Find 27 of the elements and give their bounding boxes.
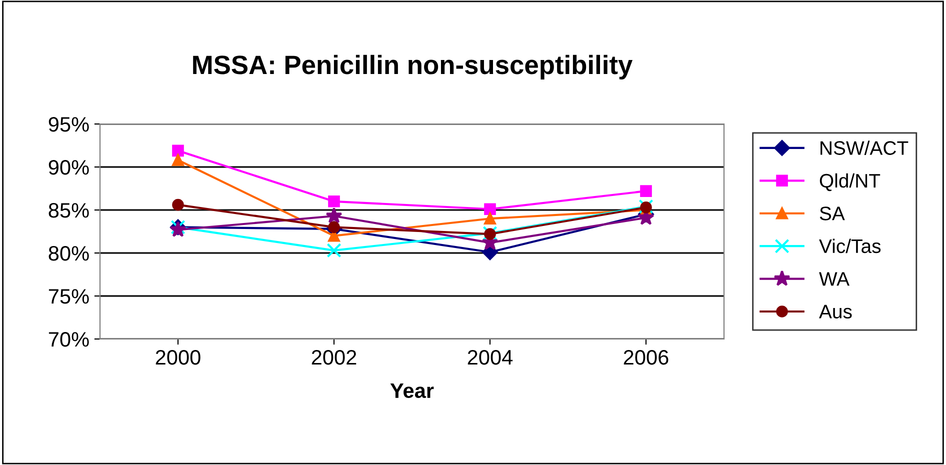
- legend-label: Vic/Tas: [819, 238, 881, 254]
- point: [640, 185, 652, 197]
- point: [172, 144, 184, 157]
- point: [328, 195, 340, 208]
- y-tick-label: 85%: [48, 203, 89, 218]
- legend-label: Qld/NT: [820, 173, 880, 192]
- y-tick-label: 95%: [48, 117, 89, 132]
- legend-label: WA: [819, 272, 850, 286]
- x-tick-label: 2006: [624, 350, 668, 365]
- point: [326, 207, 342, 224]
- y-tick-label: 80%: [48, 246, 89, 261]
- legend-label: Aus: [819, 304, 852, 318]
- point: [326, 243, 342, 258]
- point: [172, 198, 184, 211]
- point: [172, 154, 184, 166]
- x-axis-title: Year: [390, 383, 434, 398]
- y-tick-label: 70%: [48, 332, 89, 347]
- x-tick-label: 2000: [156, 350, 200, 365]
- point: [484, 203, 496, 216]
- chart-title: MSSA: Penicillin non-susceptibility: [193, 54, 633, 80]
- y-tick-label: 90%: [48, 160, 89, 175]
- x-tick-label: 2002: [312, 350, 356, 365]
- x-tick-label: 2004: [468, 350, 513, 365]
- y-tick-label: 75%: [48, 289, 89, 304]
- legend-label: NSW/ACT: [820, 140, 908, 155]
- legend-label: SA: [820, 206, 845, 220]
- point: [484, 212, 496, 225]
